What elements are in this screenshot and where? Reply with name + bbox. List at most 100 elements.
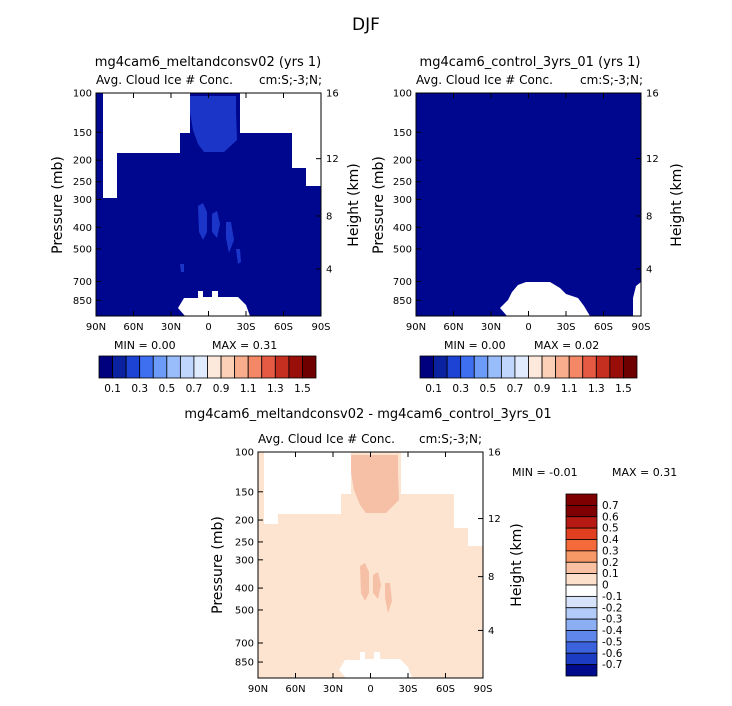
height-tick-label: 4 bbox=[646, 265, 652, 276]
panel-3-ice-blob-3 bbox=[385, 583, 392, 613]
panel-1-ice-blob-3 bbox=[226, 222, 234, 253]
diff-colorbar-swatch bbox=[565, 504, 598, 518]
height-tick-label: 8 bbox=[326, 211, 332, 222]
colorbar-label: 0.5 bbox=[479, 383, 496, 395]
colorbar-label: 1.5 bbox=[615, 383, 632, 395]
panel-2-max: MAX = 0.02 bbox=[534, 339, 599, 352]
pressure-tick-label: 400 bbox=[235, 584, 254, 595]
panel-3-min: MIN = -0.01 bbox=[512, 466, 578, 479]
pressure-tick-label: 100 bbox=[393, 89, 412, 100]
panel-2-y2label: Height (km) bbox=[669, 163, 685, 246]
panel-3-missing-right bbox=[401, 452, 483, 546]
panel-1-right-subtitle: cm:S;-3;N; bbox=[259, 73, 322, 87]
panel-1-ice-blob-5 bbox=[180, 264, 184, 272]
x-tick-label: 30S bbox=[236, 322, 255, 333]
pressure-tick-label: 500 bbox=[73, 244, 92, 255]
pressure-tick-label: 500 bbox=[235, 605, 254, 616]
diff-colorbar-label: -0.4 bbox=[602, 625, 623, 637]
x-tick-label: 0 bbox=[367, 684, 373, 695]
panel-2-plot: 90N 60N 30N 0 30S 60S 90S 100 150 200 250 300 400 500… bbox=[393, 89, 659, 334]
colorbar-label: 0.9 bbox=[534, 383, 551, 395]
pressure-tick-label: 150 bbox=[393, 128, 412, 139]
colorbar-swatch bbox=[125, 355, 141, 379]
colorbar-swatch bbox=[220, 355, 236, 379]
height-tick-label: 8 bbox=[646, 211, 652, 222]
colorbar-label: 0.1 bbox=[425, 383, 442, 395]
height-tick-label: 4 bbox=[488, 626, 494, 637]
colorbar-label: 0.3 bbox=[452, 383, 469, 395]
pressure-tick-label: 850 bbox=[73, 296, 92, 307]
panel-1-ice-blob-1 bbox=[198, 203, 207, 240]
x-tick-label: 60S bbox=[594, 322, 613, 333]
diff-colorbar-label: 0.6 bbox=[602, 511, 619, 523]
height-tick-label: 12 bbox=[326, 154, 339, 165]
diff-colorbar-swatch bbox=[565, 584, 598, 597]
colorbar-label: 1.5 bbox=[294, 383, 311, 395]
height-tick-label: 16 bbox=[326, 89, 339, 100]
diff-colorbar-label: 0.3 bbox=[602, 545, 619, 557]
figure-title: DJF bbox=[352, 15, 380, 35]
diff-colorbar-label: 0.7 bbox=[602, 500, 619, 512]
panel-1-missing-center bbox=[117, 93, 190, 153]
colorbar-swatch bbox=[623, 355, 638, 379]
panel-2: mg4cam6_control_3yrs_01 (yrs 1) Avg. Clo… bbox=[371, 55, 685, 395]
panel-2-ylabel: Pressure (mb) bbox=[371, 156, 387, 254]
panel-2-left-subtitle: Avg. Cloud Ice # Conc. bbox=[416, 73, 553, 87]
diff-colorbar-swatch bbox=[565, 630, 598, 643]
panel-3-left-subtitle: Avg. Cloud Ice # Conc. bbox=[258, 432, 395, 446]
panel-3: mg4cam6_meltandconsv02 - mg4cam6_control… bbox=[184, 407, 677, 695]
x-tick-label: 30N bbox=[161, 322, 181, 333]
diff-colorbar-swatch bbox=[565, 652, 598, 666]
panel-1-missing-left bbox=[103, 93, 117, 198]
pressure-tick-label: 250 bbox=[73, 177, 92, 188]
colorbar-label: 1.1 bbox=[561, 383, 578, 395]
x-tick-label: 30S bbox=[556, 322, 575, 333]
colorbar-swatch bbox=[179, 355, 195, 379]
diff-colorbar-swatch bbox=[565, 527, 598, 540]
colorbar-swatch bbox=[207, 355, 222, 379]
panel-1-ice-core bbox=[190, 96, 237, 152]
diff-colorbar-label: -0.1 bbox=[602, 591, 623, 603]
x-tick-label: 0 bbox=[205, 322, 211, 333]
diff-colorbar-label: 0.4 bbox=[602, 534, 619, 546]
colorbar-swatch bbox=[595, 355, 611, 379]
diff-colorbar-swatch bbox=[565, 573, 598, 586]
colorbar-swatch bbox=[541, 355, 557, 379]
diff-colorbar-swatch bbox=[565, 516, 598, 529]
diff-colorbar-label: -0.7 bbox=[602, 659, 623, 671]
x-tick-label: 60N bbox=[285, 684, 305, 695]
x-tick-label: 30N bbox=[481, 322, 501, 333]
diff-colorbar-label: 0.5 bbox=[602, 523, 619, 535]
colorbar-swatch bbox=[487, 355, 502, 379]
colorbar-label: 1.3 bbox=[588, 383, 605, 395]
x-tick-label: 30N bbox=[323, 684, 343, 695]
colorbar-swatch bbox=[152, 355, 168, 379]
diff-colorbar-label: -0.3 bbox=[602, 614, 623, 626]
panel-3-y2label: Height (km) bbox=[509, 523, 525, 606]
colorbar-swatch bbox=[112, 355, 127, 379]
pressure-tick-label: 150 bbox=[73, 128, 92, 139]
colorbar-label: 0.7 bbox=[507, 383, 524, 395]
x-tick-label: 0 bbox=[525, 322, 531, 333]
pressure-tick-label: 400 bbox=[393, 223, 412, 234]
x-tick-label: 90S bbox=[473, 684, 492, 695]
colorbar-label: 0.5 bbox=[158, 383, 175, 395]
x-tick-label: 90N bbox=[86, 322, 106, 333]
diff-colorbar-label: 0.1 bbox=[602, 568, 619, 580]
height-tick-label: 8 bbox=[488, 572, 494, 583]
panel-3-right-subtitle: cm:S;-3;N; bbox=[419, 432, 482, 446]
colorbar-label: 1.3 bbox=[267, 383, 284, 395]
x-tick-label: 30S bbox=[398, 684, 417, 695]
x-tick-label: 60N bbox=[443, 322, 463, 333]
colorbar-swatch bbox=[234, 355, 249, 379]
diff-colorbar-swatch bbox=[565, 595, 598, 609]
x-tick-label: 90S bbox=[631, 322, 650, 333]
pressure-tick-label: 700 bbox=[235, 638, 254, 649]
diff-colorbar-swatch bbox=[565, 561, 598, 575]
diff-colorbar-swatch bbox=[565, 618, 598, 631]
colorbar-swatch bbox=[247, 355, 263, 379]
colorbar-swatch bbox=[261, 355, 276, 379]
colorbar-swatch bbox=[193, 355, 208, 379]
panel-1-left-subtitle: Avg. Cloud Ice # Conc. bbox=[96, 73, 233, 87]
diff-colorbar-swatch bbox=[565, 550, 598, 563]
